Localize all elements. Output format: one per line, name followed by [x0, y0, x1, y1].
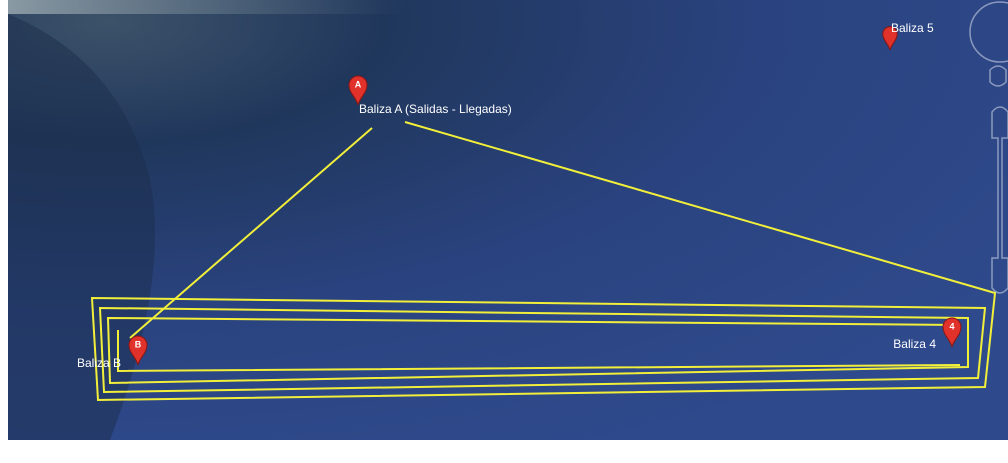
placemark-label: Baliza B: [77, 356, 121, 370]
placemark-label: Baliza A (Salidas - Llegadas): [359, 102, 512, 116]
pin-letter: A: [355, 79, 362, 89]
pin-letter: B: [135, 339, 142, 349]
shoreline: [8, 0, 408, 14]
placemark-label: Baliza 5: [891, 21, 934, 35]
map-view[interactable]: Baliza 5 A Baliza A (Salidas - Llegadas) B B…: [0, 0, 1008, 463]
placemark-label: Baliza 4: [893, 337, 936, 351]
page: {"markers": [ {"label": "Baliza 5"}, {"p…: [0, 0, 1008, 463]
pin-letter: 4: [949, 321, 954, 331]
satellite-imagery: [8, 0, 1008, 440]
